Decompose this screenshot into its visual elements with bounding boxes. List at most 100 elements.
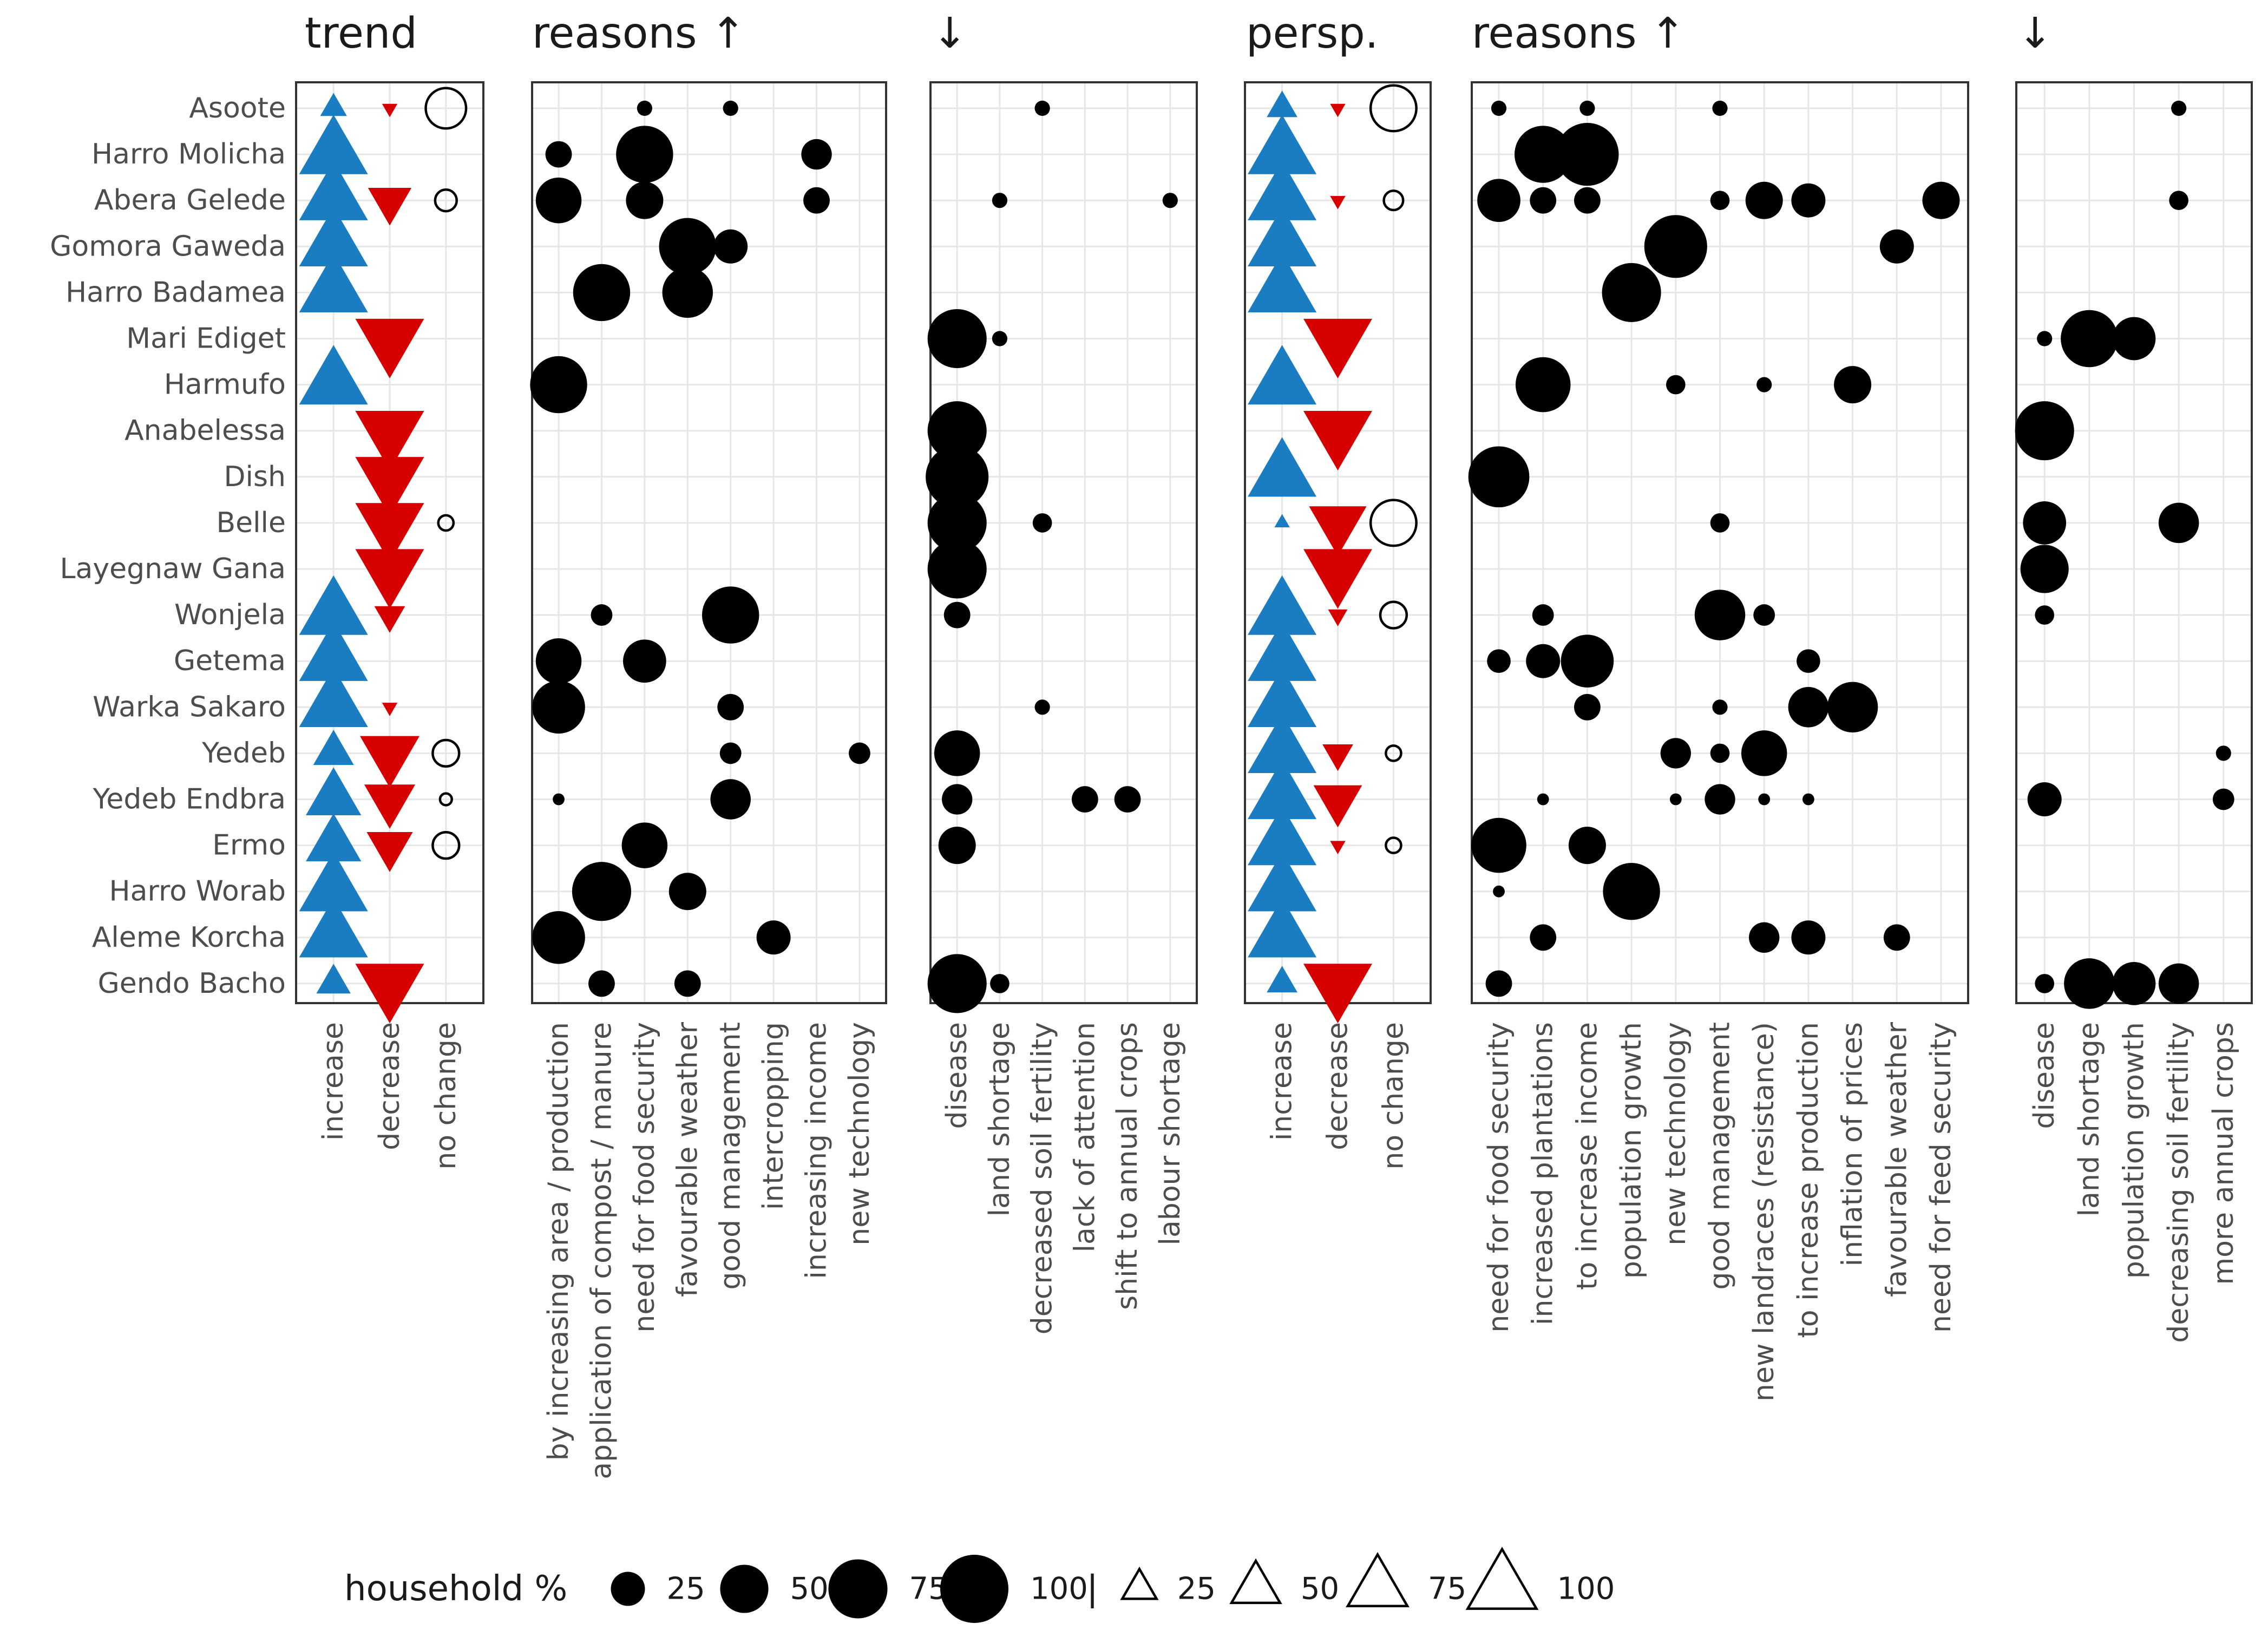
mark-persp-reasons-up-aleme-korcha-to-increase-production — [1791, 920, 1826, 955]
legend-dot-50 — [720, 1564, 769, 1613]
mark-persp-reasons-up-aleme-korcha-increased-plantations — [1530, 924, 1557, 951]
mark-trend-abera-gelede-increase — [299, 160, 368, 220]
row-label-abera-gelede: Abera Gelede — [94, 184, 286, 217]
panel-title-trend: trend — [305, 9, 417, 58]
mark-persp-reasons-down-mari-ediget-land-shortage — [2061, 310, 2118, 368]
mark-trend-reasons-up-yedeb-new-technology — [849, 742, 870, 764]
legend-dot-100 — [940, 1555, 1008, 1623]
row-label-yedeb-endbra: Yedeb Endbra — [93, 783, 286, 816]
legend-triangle-25 — [1120, 1566, 1159, 1600]
mark-trend-reasons-up-asoote-need-for-food-security — [637, 100, 652, 116]
legend-triangle-label-25: 25 — [1177, 1572, 1216, 1607]
column-label-trend-decrease: decrease — [373, 1022, 406, 1150]
mark-persp-belle-no-change — [1369, 499, 1418, 547]
mark-persp-abera-gelede-increase — [1248, 160, 1317, 220]
mark-trend-harro-molicha-increase — [299, 114, 368, 174]
mark-trend-reasons-down-gendo-bacho-land-shortage — [990, 974, 1010, 993]
mark-persp-anabelessa-decrease — [1303, 411, 1372, 471]
mark-trend-reasons-down-abera-gelede-labour-shortage — [1162, 193, 1178, 208]
column-label-persp-reasons-up-good-management: good management — [1704, 1022, 1736, 1290]
legend-dot-25 — [611, 1572, 645, 1606]
mark-trend-reasons-up-warka-sakaro-good-management — [717, 693, 744, 721]
row-label-yedeb: Yedeb — [201, 737, 286, 769]
column-label-trend-reasons-down-disease: disease — [941, 1022, 973, 1129]
row-label-getema: Getema — [174, 645, 286, 677]
mark-persp-reasons-down-yedeb-endbra-disease — [2027, 782, 2062, 816]
mark-persp-reasons-up-yedeb-endbra-increased-plantations — [1537, 793, 1549, 806]
panel-title-persp-reasons-down: ↓ — [2017, 9, 2053, 58]
mark-persp-reasons-up-warka-sakaro-to-increase-income — [1574, 693, 1601, 721]
mark-trend-reasons-down-warka-sakaro-decreased-soil-fertility — [1034, 699, 1050, 715]
mark-trend-reasons-up-getema-need-for-food-security — [623, 639, 666, 683]
column-label-persp-reasons-up-new-technology: new technology — [1660, 1022, 1692, 1246]
mark-trend-reasons-up-yedeb-endbra-good-management — [710, 779, 751, 820]
mark-persp-reasons-down-layegnaw-gana-disease — [2020, 545, 2069, 593]
mark-trend-reasons-down-yedeb-endbra-disease — [942, 784, 973, 815]
mark-trend-warka-sakaro-increase — [299, 667, 368, 727]
mark-persp-aleme-korcha-increase — [1248, 898, 1317, 958]
mark-persp-reasons-down-abera-gelede-decreasing-soil-fertility — [2169, 191, 2188, 211]
mark-trend-reasons-up-harro-molicha-need-for-food-security — [616, 126, 673, 183]
legend-triangle-50 — [1229, 1558, 1282, 1605]
mark-persp-reasons-down-gendo-bacho-decreasing-soil-fertility — [2158, 963, 2199, 1004]
mark-persp-reasons-down-belle-decreasing-soil-fertility — [2158, 502, 2199, 544]
mark-persp-reasons-up-abera-gelede-need-for-food-security — [1477, 179, 1520, 222]
mark-trend-harro-badamea-increase — [299, 253, 368, 313]
legend-dot-label-50: 50 — [790, 1572, 829, 1607]
column-label-persp-decrease: decrease — [1322, 1022, 1354, 1150]
mark-trend-reasons-up-harro-worab-favourable-weather — [668, 873, 706, 911]
mark-persp-ermo-no-change — [1385, 836, 1402, 854]
mark-persp-belle-decrease — [1309, 506, 1367, 557]
legend-dot-75 — [828, 1559, 888, 1619]
mark-trend-reasons-down-belle-disease — [927, 493, 987, 553]
mark-trend-reasons-up-harro-worab-application-of-compost-manure — [572, 862, 632, 921]
mark-trend-gendo-bacho-increase — [316, 964, 351, 994]
mark-persp-ermo-increase — [1248, 806, 1317, 866]
mark-trend-asoote-decrease — [382, 103, 398, 117]
column-label-persp-reasons-up-increased-plantations: increased plantations — [1527, 1022, 1559, 1325]
mark-trend-reasons-up-warka-sakaro-by-increasing-area-production — [532, 680, 585, 734]
mark-persp-reasons-up-yedeb-endbra-new-landraces-resistance — [1758, 793, 1771, 806]
legend-separator: | — [1086, 1569, 1098, 1609]
row-label-belle: Belle — [216, 507, 286, 539]
mark-trend-reasons-up-harro-molicha-increasing-income — [801, 139, 832, 170]
mark-persp-reasons-up-abera-gelede-to-increase-income — [1574, 187, 1601, 214]
row-label-ermo: Ermo — [212, 829, 286, 862]
mark-trend-gendo-bacho-decrease — [355, 964, 424, 1024]
mark-trend-reasons-up-gomora-gaweda-good-management — [713, 229, 748, 264]
mark-persp-reasons-up-harmufo-new-landraces-resistance — [1756, 377, 1772, 392]
mark-trend-reasons-down-yedeb-endbra-lack-of-attention — [1071, 786, 1098, 813]
row-label-harro-molicha: Harro Molicha — [91, 138, 286, 171]
row-label-harro-badamea: Harro Badamea — [65, 276, 286, 309]
row-label-layegnaw-gana: Layegnaw Gana — [60, 553, 286, 585]
mark-persp-reasons-up-getema-increased-plantations — [1526, 644, 1561, 678]
mark-persp-reasons-up-abera-gelede-new-landraces-resistance — [1745, 181, 1783, 219]
mark-trend-reasons-up-yedeb-good-management — [719, 742, 742, 764]
row-label-harmufo: Harmufo — [164, 369, 286, 401]
mark-trend-reasons-up-asoote-good-management — [723, 100, 738, 116]
mark-persp-reasons-up-getema-need-for-food-security — [1487, 649, 1511, 673]
mark-persp-reasons-up-harro-molicha-increased-plantations — [1515, 126, 1572, 183]
legend-triangle-label-50: 50 — [1301, 1572, 1339, 1607]
row-label-gomora-gaweda: Gomora Gaweda — [50, 230, 286, 263]
mark-persp-gendo-bacho-increase — [1267, 966, 1297, 993]
column-label-trend-reasons-up-by-increasing-area-production: by increasing area / production — [542, 1022, 575, 1461]
mark-trend-reasons-up-aleme-korcha-intercropping — [756, 920, 791, 955]
mark-trend-asoote-increase — [320, 93, 347, 116]
legend-dot-label-25: 25 — [667, 1572, 705, 1607]
mark-trend-reasons-up-abera-gelede-by-increasing-area-production — [535, 177, 582, 224]
column-label-persp-reasons-up-to-increase-income: to increase income — [1571, 1022, 1603, 1290]
mark-trend-reasons-up-wonjela-good-management — [702, 586, 759, 644]
mark-persp-dish-increase — [1248, 437, 1317, 497]
mark-persp-reasons-up-yedeb-new-landraces-resistance — [1741, 730, 1787, 776]
mark-persp-reasons-up-gomora-gaweda-new-technology — [1644, 215, 1707, 278]
mark-persp-getema-increase — [1248, 621, 1317, 681]
mark-persp-reasons-up-harro-molicha-to-increase-income — [1556, 123, 1619, 186]
column-label-trend-no-change: no change — [430, 1022, 462, 1170]
row-label-anabelessa: Anabelessa — [124, 415, 286, 447]
mark-persp-wonjela-no-change — [1379, 600, 1408, 630]
mark-trend-ermo-increase — [306, 813, 362, 862]
panel-title-trend-reasons-down: ↓ — [932, 9, 967, 58]
mark-trend-reasons-up-harro-badamea-application-of-compost-manure — [573, 264, 631, 322]
column-label-trend-reasons-up-need-for-food-security: need for food security — [628, 1022, 661, 1333]
